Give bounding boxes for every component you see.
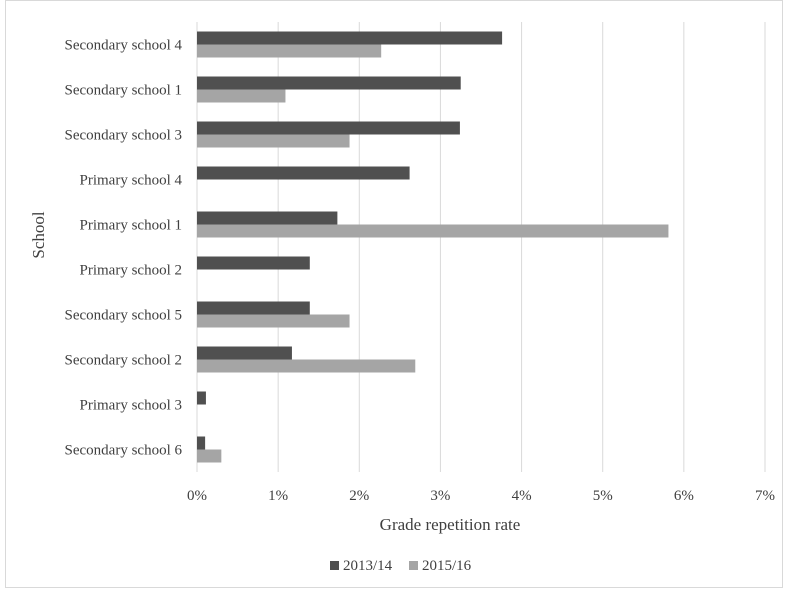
- bar-201516: [197, 134, 350, 148]
- bar-201516: [197, 359, 416, 373]
- bar-201314: [197, 436, 206, 450]
- y-category-label: Secondary school 4: [65, 38, 183, 54]
- legend: 2013/14 2015/16: [330, 558, 472, 574]
- bar-201516: [197, 314, 350, 328]
- bar-201516: [197, 44, 382, 58]
- x-tick-labels: 0% 1% 2% 3% 4% 5% 6% 7%: [187, 488, 775, 504]
- y-axis-title: School: [29, 211, 48, 259]
- bar-201516: [197, 449, 222, 463]
- bar-201314: [197, 166, 410, 180]
- bar-201314: [197, 121, 460, 135]
- y-category-label: Primary school 3: [80, 398, 183, 414]
- y-category-label: Primary school 2: [80, 263, 183, 279]
- bars: [197, 31, 669, 463]
- y-category-label: Secondary school 2: [65, 353, 182, 369]
- x-tick-label: 6%: [674, 488, 694, 504]
- bar-201314: [197, 211, 338, 225]
- legend-label: 2015/16: [422, 558, 472, 574]
- bar-201314: [197, 346, 292, 360]
- bar-201314: [197, 256, 310, 270]
- x-tick-label: 2%: [349, 488, 369, 504]
- chart-frame: [5, 0, 783, 588]
- bar-201516: [197, 224, 669, 238]
- bar-201314: [197, 76, 461, 90]
- x-axis-title: Grade repetition rate: [380, 515, 521, 534]
- legend-label: 2013/14: [343, 558, 393, 574]
- y-category-label: Primary school 4: [80, 173, 183, 189]
- y-category-label: Secondary school 5: [65, 308, 182, 324]
- legend-swatch: [409, 561, 418, 570]
- bar-201314: [197, 301, 310, 315]
- y-category-labels: Secondary school 4 Secondary school 1 Seco…: [65, 38, 183, 459]
- x-tick-label: 1%: [268, 488, 288, 504]
- bar-201314: [197, 31, 503, 45]
- x-tick-label: 4%: [512, 488, 532, 504]
- bar-201314: [197, 391, 206, 405]
- y-category-label: Primary school 1: [80, 218, 183, 234]
- y-category-label: Secondary school 6: [65, 443, 183, 459]
- legend-swatch: [330, 561, 339, 570]
- bar-201516: [197, 89, 286, 103]
- x-tick-label: 5%: [593, 488, 613, 504]
- x-tick-label: 0%: [187, 488, 207, 504]
- y-category-label: Secondary school 1: [65, 83, 182, 99]
- x-tick-label: 3%: [430, 488, 450, 504]
- x-tick-label: 7%: [755, 488, 775, 504]
- y-category-label: Secondary school 3: [65, 128, 182, 144]
